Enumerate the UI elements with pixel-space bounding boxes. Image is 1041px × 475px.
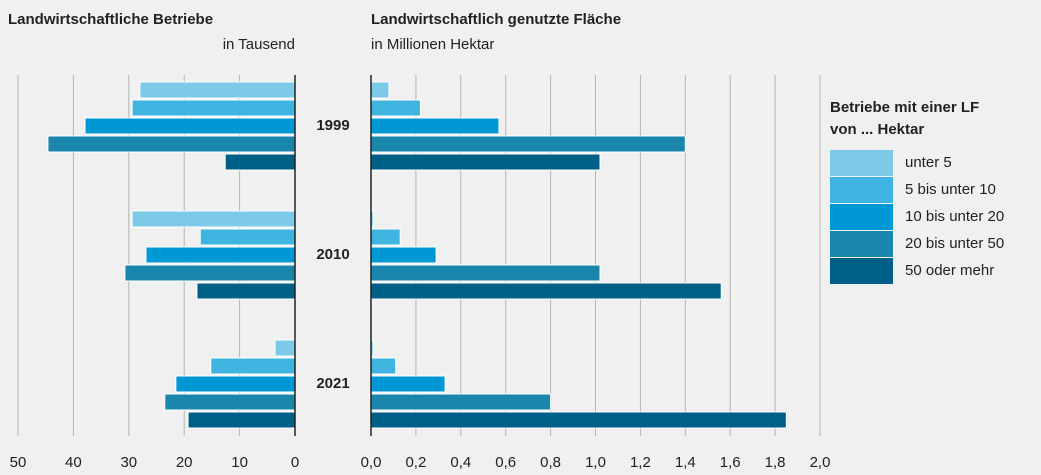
x-tick-label: 10 [231, 454, 248, 471]
x-tick-label: 0 [291, 454, 299, 471]
bar [370, 135, 686, 153]
legend-swatch [830, 258, 893, 284]
bar [370, 411, 787, 429]
bar [370, 264, 601, 282]
legend-label: 20 bis unter 50 [905, 235, 1004, 252]
category-label: 2021 [316, 375, 349, 392]
x-tick-label: 0,8 [540, 454, 561, 471]
x-tick-label: 0,0 [361, 454, 382, 471]
bar [370, 99, 421, 117]
x-tick-label: 1,4 [675, 454, 696, 471]
x-tick-label: 20 [176, 454, 193, 471]
bar [124, 264, 296, 282]
bar [196, 282, 296, 300]
legend-title: Betriebe mit einer LF [830, 99, 979, 116]
legend-label: 10 bis unter 20 [905, 208, 1004, 225]
category-label: 1999 [316, 117, 349, 134]
x-tick-label: 0,2 [405, 454, 426, 471]
legend-label: 5 bis unter 10 [905, 181, 996, 198]
bar [210, 357, 296, 375]
bar [131, 99, 296, 117]
x-tick-label: 50 [10, 454, 27, 471]
bar [370, 117, 500, 135]
x-tick-label: 0,4 [450, 454, 471, 471]
bar [370, 375, 446, 393]
legend-swatch [830, 150, 893, 176]
bar [370, 282, 722, 300]
legend-label: 50 oder mehr [905, 262, 994, 279]
bar [84, 117, 296, 135]
bar [145, 246, 296, 264]
bar [47, 135, 296, 153]
legend-swatch [830, 177, 893, 203]
bar [274, 339, 296, 357]
bar [175, 375, 296, 393]
bar [370, 81, 390, 99]
chart-subtitle: in Millionen Hektar [371, 36, 494, 53]
bar [370, 357, 397, 375]
category-label: 2010 [316, 246, 349, 263]
bar [187, 411, 296, 429]
x-tick-label: 0,6 [495, 454, 516, 471]
legend-swatch [830, 204, 893, 230]
x-tick-label: 2,0 [810, 454, 831, 471]
chart-title: Landwirtschaftlich genutzte Fläche [371, 11, 621, 28]
bar [164, 393, 296, 411]
bar [139, 81, 296, 99]
x-tick-label: 1,0 [585, 454, 606, 471]
bar [370, 153, 601, 171]
x-tick-label: 1,6 [720, 454, 741, 471]
x-tick-label: 1,2 [630, 454, 651, 471]
chart-subtitle: in Tausend [223, 36, 295, 53]
x-tick-label: 30 [120, 454, 137, 471]
bar [199, 228, 296, 246]
bar [131, 210, 296, 228]
bar [224, 153, 296, 171]
bar [370, 228, 401, 246]
legend-title: von ... Hektar [830, 121, 924, 138]
bar [370, 246, 437, 264]
legend-label: unter 5 [905, 154, 952, 171]
chart-title: Landwirtschaftliche Betriebe [8, 11, 213, 28]
bar [370, 393, 552, 411]
x-tick-label: 40 [65, 454, 82, 471]
x-tick-label: 1,8 [765, 454, 786, 471]
legend-swatch [830, 231, 893, 257]
